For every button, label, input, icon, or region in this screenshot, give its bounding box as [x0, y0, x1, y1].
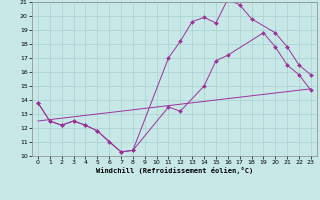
X-axis label: Windchill (Refroidissement éolien,°C): Windchill (Refroidissement éolien,°C)	[96, 167, 253, 174]
